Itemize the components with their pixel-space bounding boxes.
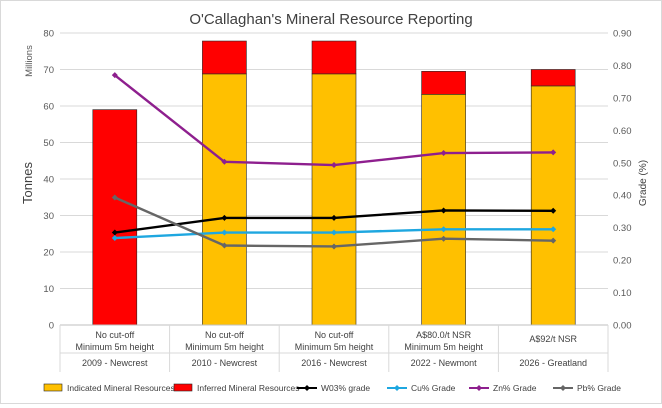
axes: 0 10 20 30 40 50 60 70 80 0.00 0.10 0.20 0.30 0.40 0.5… — [43, 29, 631, 332]
legend: Indicated Mineral Resources Inferred Mine… — [43, 383, 621, 393]
series-marker — [111, 235, 118, 242]
legend-marker — [394, 385, 400, 391]
series-marker — [440, 150, 447, 157]
legend-label: Zn% Grade — [493, 383, 537, 393]
series-marker — [221, 242, 228, 249]
category-criterion: No cut-off — [315, 330, 354, 340]
category-year: 2022 - Newmont — [411, 358, 478, 368]
legend-label: W03% grade — [321, 383, 370, 393]
category-height: Minimum 5m height — [76, 342, 155, 352]
y2-tick-label: 0.90 — [613, 29, 632, 40]
bar-inferred — [202, 40, 247, 75]
category-criterion: No cut-off — [205, 330, 244, 340]
bar-indicated — [202, 73, 247, 326]
legend-swatch — [173, 383, 193, 392]
bar-inferred — [530, 69, 576, 87]
category-year: 2026 - Greatland — [519, 358, 587, 368]
category-height: Minimum 5m height — [295, 342, 374, 352]
category-year: 2016 - Newcrest — [301, 358, 367, 368]
category-year: 2009 - Newcrest — [82, 358, 148, 368]
series-marker — [221, 214, 228, 221]
series-marker — [440, 207, 447, 214]
series-marker — [440, 226, 447, 233]
series-marker — [550, 149, 557, 156]
bar-inferred — [92, 109, 138, 326]
legend-label: Pb% Grade — [577, 383, 621, 393]
y-tick-label: 50 — [43, 138, 54, 149]
series-marker — [111, 194, 118, 201]
category-table: No cut-off Minimum 5m height 2009 - Newcre… — [59, 325, 609, 372]
y2-tick-label: 0.80 — [613, 61, 632, 72]
y2-tick-label: 0.00 — [613, 321, 632, 332]
series-marker — [331, 243, 337, 250]
bars — [92, 40, 576, 326]
legend-marker — [304, 385, 310, 391]
series-marker — [440, 235, 447, 242]
y-tick-label: 70 — [43, 65, 54, 76]
y2-tick-label: 0.10 — [613, 288, 632, 299]
legend-marker — [560, 385, 566, 391]
series-marker — [331, 229, 337, 236]
category-criterion: No cut-off — [95, 330, 134, 340]
y-tick-label: 40 — [43, 175, 54, 186]
bar-inferred — [421, 71, 466, 95]
legend-label: Cu% Grade — [411, 383, 456, 393]
bar-indicated — [311, 73, 357, 326]
legend-label: Indicated Mineral Resources — [67, 383, 175, 393]
series-marker — [221, 158, 228, 165]
y-tick-label: 30 — [43, 211, 54, 222]
y-tick-label: 20 — [43, 248, 54, 259]
legend-swatch — [43, 383, 63, 392]
category-year: 2010 - Newcrest — [192, 358, 258, 368]
y-tick-label: 10 — [43, 284, 54, 295]
series-marker — [221, 229, 228, 236]
category-height: Minimum 5m height — [185, 342, 264, 352]
bar-inferred — [311, 40, 357, 75]
series-marker — [111, 229, 118, 236]
grade-lines — [111, 72, 557, 250]
y2-tick-label: 0.30 — [613, 223, 632, 234]
legend-marker — [476, 385, 482, 391]
series-marker — [111, 72, 118, 79]
y-axis-units: Millions — [24, 45, 35, 77]
legend-label: Inferred Mineral Resources — [197, 383, 300, 393]
series-marker — [550, 226, 557, 233]
category-height: Minimum 5m height — [404, 342, 483, 352]
y2-tick-label: 0.70 — [613, 93, 632, 104]
series-marker — [331, 214, 337, 221]
bar-indicated — [530, 85, 576, 326]
y2-tick-label: 0.50 — [613, 158, 632, 169]
category-criterion: A$80.0/t NSR — [416, 330, 472, 340]
series-marker — [331, 162, 337, 169]
series-marker — [550, 237, 557, 244]
y2-tick-label: 0.20 — [613, 256, 632, 267]
y2-tick-label: 0.40 — [613, 191, 632, 202]
y2-tick-label: 0.60 — [613, 126, 632, 137]
category-criterion: A$92/t NSR — [529, 334, 577, 344]
y-tick-label: 60 — [43, 102, 54, 113]
y-tick-label: 80 — [43, 29, 54, 40]
y-axis-title: Tonnes — [20, 162, 35, 204]
chart-title: O'Callaghan's Mineral Resource Reporting — [189, 11, 472, 28]
y2-axis-title: Grade (%) — [638, 160, 649, 206]
y-tick-label: 0 — [49, 321, 54, 332]
series-marker — [550, 207, 557, 214]
